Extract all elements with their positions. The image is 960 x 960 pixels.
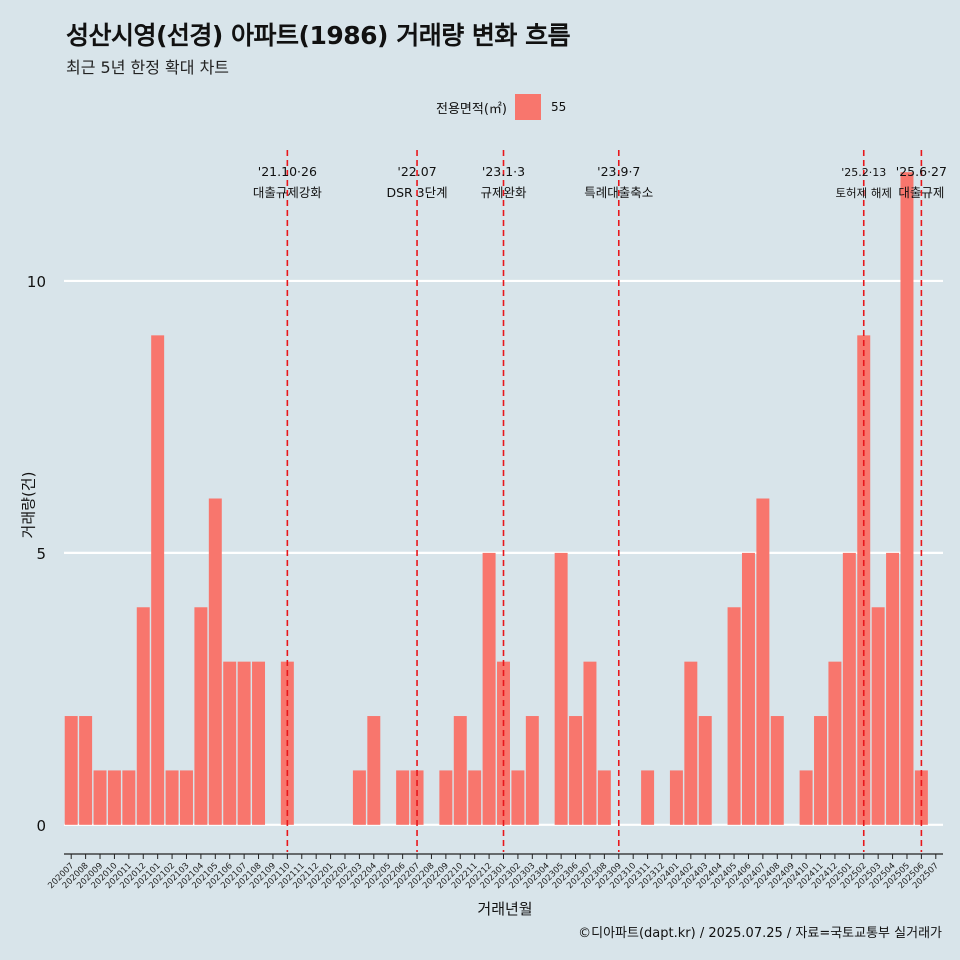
- bar: [741, 552, 755, 825]
- event-name-label: 특례대출축소: [584, 185, 653, 200]
- legend-label: 55: [550, 100, 567, 114]
- bar: [842, 552, 856, 825]
- bar: [698, 716, 712, 825]
- legend-title: 전용면적(㎡): [436, 101, 507, 117]
- chart-subtitle: 최근 5년 한정 확대 차트: [66, 58, 230, 77]
- y-tick-label: 0: [36, 817, 46, 835]
- y-tick-label: 5: [36, 545, 46, 563]
- bar: [396, 770, 410, 825]
- bar: [194, 607, 208, 825]
- bar: [151, 335, 165, 825]
- event-name-label: 토허제 해제: [835, 186, 892, 200]
- event-date-label: '25.2·13: [841, 166, 886, 179]
- legend: 전용면적(㎡) 55: [436, 94, 566, 120]
- y-axis-label: 거래량(건): [19, 471, 38, 539]
- bar: [122, 770, 136, 825]
- bar: [828, 661, 842, 825]
- bar: [367, 716, 381, 825]
- bar: [554, 552, 568, 825]
- bar: [669, 770, 683, 825]
- bar: [252, 661, 266, 825]
- event-name-label: 규제완화: [480, 185, 527, 200]
- event-date-label: '22.07: [397, 164, 436, 179]
- bar: [439, 770, 453, 825]
- bar: [569, 716, 583, 825]
- bar: [179, 770, 193, 825]
- bar: [136, 607, 150, 825]
- event-date-label: '23.1·3: [482, 164, 525, 179]
- bar: [770, 716, 784, 825]
- bar: [93, 770, 107, 825]
- bar: [641, 770, 655, 825]
- bar: [727, 607, 741, 825]
- event-name-label: 대출규제강화: [253, 185, 323, 200]
- bar: [886, 552, 900, 825]
- bar: [511, 770, 525, 825]
- event-name-label: DSR 3단계: [386, 185, 447, 200]
- bar: [208, 498, 222, 825]
- bar: [900, 172, 914, 825]
- caption: ©디아파트(dapt.kr) / 2025.07.25 / 자료=국토교통부 실…: [578, 926, 942, 941]
- bar: [107, 770, 121, 825]
- event-date-label: '25.6·27: [896, 164, 947, 179]
- bar: [352, 770, 366, 825]
- bar: [814, 716, 828, 825]
- event-date-label: '21.10·26: [258, 164, 317, 179]
- bar: [871, 607, 885, 825]
- chart-title: 성산시영(선경) 아파트(1986) 거래량 변화 흐름: [66, 21, 571, 50]
- y-tick-label: 10: [27, 273, 46, 291]
- bar: [223, 661, 237, 825]
- bar: [165, 770, 179, 825]
- bar: [799, 770, 813, 825]
- bar: [482, 552, 496, 825]
- bar: [79, 716, 93, 825]
- bar: [468, 770, 482, 825]
- bar: [756, 498, 770, 825]
- bar: [453, 716, 467, 825]
- event-date-label: '23.9·7: [597, 164, 640, 179]
- event-name-label: 대출규제: [898, 185, 944, 200]
- bar: [914, 770, 928, 825]
- bar: [684, 661, 698, 825]
- bar: [525, 716, 539, 825]
- bar: [597, 770, 611, 825]
- x-axis-label: 거래년월: [477, 900, 533, 918]
- bar: [237, 661, 251, 825]
- legend-key-swatch: [514, 94, 541, 120]
- bar: [64, 716, 78, 825]
- bar: [583, 661, 597, 825]
- bar: [410, 770, 424, 825]
